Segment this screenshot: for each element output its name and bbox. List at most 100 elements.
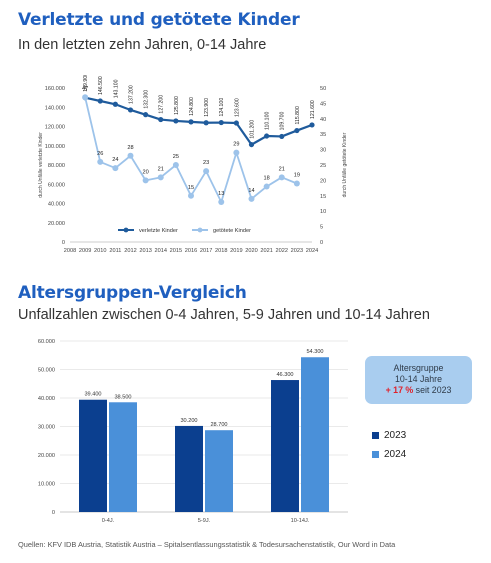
data-point-injured — [233, 120, 239, 126]
data-point-killed — [233, 149, 240, 156]
legend-label-killed: getötete Kinder — [213, 228, 251, 234]
x-tick-label: 2024 — [306, 248, 318, 254]
bar-chart-age-groups: 0 10.000 20.000 30.000 40.000 50.000 60.000 39.… — [38, 339, 348, 524]
bar-value-label: 39.400 — [84, 392, 101, 398]
y-right-tick-label: 40 — [320, 117, 326, 123]
bar-value-label: 38.500 — [114, 394, 131, 400]
y-tick-label: 30.000 — [38, 425, 55, 431]
data-label-killed: 29 — [233, 142, 239, 148]
data-point-killed — [112, 165, 119, 172]
y-tick-label: 50.000 — [38, 368, 55, 374]
data-point-injured — [309, 122, 315, 128]
data-label-killed: 19 — [294, 172, 300, 178]
data-label-injured: 137.200 — [129, 85, 135, 104]
data-label-killed: 28 — [127, 145, 133, 151]
data-label-injured: 143.100 — [113, 79, 119, 98]
data-label-killed: 23 — [203, 160, 209, 166]
chart2-subtitle: Unfallzahlen zwischen 0-4 Jahren, 5-9 Ja… — [18, 307, 430, 323]
data-label-killed: 21 — [158, 166, 164, 172]
data-point-injured — [279, 133, 285, 140]
info-box-since: seit 2023 — [413, 385, 452, 395]
y-tick-label: 20.000 — [38, 453, 55, 459]
x-tick-label: 2013 — [139, 248, 151, 254]
y-tick-label: 60.000 — [38, 339, 55, 345]
data-label-injured: 123.600 — [234, 98, 240, 117]
y-right-tick-label: 35 — [320, 132, 326, 138]
y-right-tick-label: 5 — [320, 225, 323, 231]
data-point-injured — [188, 119, 194, 125]
x-tick-label: 2021 — [260, 248, 272, 254]
y-right-axis-label: durch Unfälle getötete Kinder — [342, 132, 348, 197]
data-point-killed — [142, 177, 149, 184]
data-label-injured: 121.600 — [310, 100, 316, 119]
data-point-killed — [248, 195, 255, 202]
info-box-line1: Altersgruppe — [393, 363, 444, 373]
chart1-subtitle: In den letzten zehn Jahren, 0-14 Jahre — [18, 37, 267, 53]
data-point-killed — [293, 180, 300, 187]
y-left-axis-label: durch Unfälle verletzte Kinder — [38, 132, 44, 198]
data-label-injured: 110.100 — [265, 112, 271, 130]
data-point-killed — [278, 174, 285, 181]
y-tick-label: 40.000 — [38, 396, 55, 402]
chart2-title: Altersgruppen-Vergleich — [18, 283, 247, 303]
y-left-tick-label: 0 — [62, 240, 65, 246]
data-point-killed — [127, 152, 134, 159]
data-label-injured: 149.900 — [83, 75, 89, 92]
y-right-tick-label: 15 — [320, 194, 326, 200]
legend-item-2024: 2024 — [372, 449, 406, 460]
y-right-tick-label: 25 — [320, 163, 326, 169]
data-point-injured — [127, 107, 134, 113]
info-box-age-group: Altersgruppe 10-14 Jahre + 17 % seit 202… — [365, 356, 472, 404]
data-label-injured: 124.100 — [219, 98, 225, 117]
y-left-tick-label: 80.000 — [48, 163, 65, 169]
y-right-tick-label: 10 — [320, 209, 326, 215]
x-tick-label: 2014 — [155, 248, 167, 254]
bar-2023-5-9J. — [175, 425, 203, 512]
y-tick-label: 0 — [52, 510, 55, 516]
y-left-tick-label: 100.000 — [45, 144, 65, 150]
data-point-killed — [172, 162, 179, 168]
x-tick-label: 2012 — [124, 248, 136, 254]
data-point-injured — [97, 98, 103, 104]
data-label-killed: 21 — [279, 166, 285, 172]
y-left-tick-label: 140.000 — [45, 105, 65, 111]
data-label-killed: 18 — [264, 176, 270, 182]
x-tick-label: 2010 — [94, 248, 106, 254]
x-tick-label: 2015 — [170, 248, 182, 254]
data-label-killed: 25 — [173, 154, 179, 160]
data-label-killed: 14 — [248, 188, 254, 194]
x-tick-label: 2011 — [109, 248, 121, 254]
bar-2023-0-4J. — [79, 399, 107, 512]
bar-value-label: 28.700 — [210, 422, 227, 428]
data-label-injured: 115.800 — [295, 106, 301, 124]
x-tick-label: 2017 — [200, 248, 212, 254]
x-tick-label: 0-4J. — [102, 518, 115, 524]
data-point-killed — [203, 168, 210, 175]
series-line-injured — [84, 96, 313, 146]
x-tick-label: 2009 — [79, 248, 91, 254]
data-label-injured: 101.200 — [250, 120, 256, 139]
data-point-injured — [248, 141, 255, 148]
data-point-injured — [173, 118, 179, 124]
x-tick-label: 2020 — [245, 248, 257, 254]
x-tick-label: 2019 — [230, 248, 242, 254]
bar-2023-10-14J. — [271, 380, 299, 512]
bar-2024-5-9J. — [205, 430, 233, 512]
data-point-killed — [263, 183, 270, 190]
data-label-killed: 24 — [112, 157, 118, 163]
x-tick-label: 2023 — [291, 248, 303, 254]
data-point-injured — [143, 112, 149, 118]
data-label-injured: 124.800 — [189, 97, 195, 116]
data-label-killed: 47 — [82, 86, 88, 92]
data-label-injured: 123.900 — [204, 98, 210, 117]
x-tick-label: 2008 — [64, 248, 76, 254]
data-point-killed — [97, 158, 104, 165]
data-label-injured: 125.800 — [174, 96, 180, 115]
data-point-injured — [264, 133, 270, 139]
info-box-percent: + 17 % — [385, 385, 414, 395]
x-tick-label: 2016 — [185, 248, 197, 254]
data-point-injured — [158, 116, 164, 123]
y-right-tick-label: 45 — [320, 101, 326, 107]
legend-label-2024: 2024 — [384, 449, 407, 460]
data-point-killed — [82, 94, 89, 101]
